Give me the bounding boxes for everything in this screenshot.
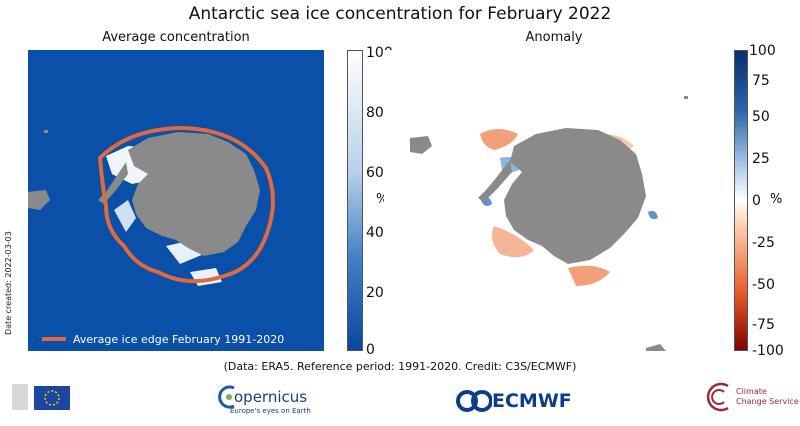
anomaly-tick: -50 [752,277,775,293]
ecmwf-wordmark: ECMWF [492,390,572,412]
south-america-land [28,190,50,210]
anomaly-tick: -25 [752,235,775,251]
concentration-tick: 20 [366,285,384,301]
ecmwf-emblem [456,390,492,412]
island [44,130,48,133]
anomaly-map [384,50,724,351]
concentration-colorbar [347,50,363,351]
left-panel-title: Average concentration [102,30,250,45]
average-ice-edge-line [97,125,275,284]
climate-change-service-emblem [706,382,729,412]
figure-title: Antarctic sea ice concentration for Febr… [188,4,612,24]
copernicus-wordmark: opernicus [234,388,308,406]
data-credit-footer: (Data: ERA5. Reference period: 1991-2020… [223,360,577,373]
climate-logo-line2: Change Service [736,397,799,406]
island [646,344,666,351]
anomaly-tick: -100 [752,343,784,359]
antarctica-land [128,132,260,256]
anomaly-tick: 75 [752,73,770,89]
european-commission-logo [12,384,70,410]
negative-anomaly-region [492,226,534,258]
anomaly-tick: 25 [752,151,770,167]
negative-anomaly-region [568,265,610,286]
antarctic-peninsula [478,160,512,202]
anomaly-tick: 0 [752,193,761,209]
concentration-tick: 0 [366,342,375,358]
negative-anomaly-region [480,129,518,150]
copernicus-emblem [218,385,235,409]
average-concentration-map [28,50,324,351]
concentration-tick: 80 [366,105,384,121]
date-created-note: Date created: 2022-03-03 [4,231,13,335]
anomaly-colorbar [734,50,748,351]
concentration-tick: 60 [366,165,384,181]
south-america-land [410,136,432,154]
climate-logo-line1: Climate [736,387,767,396]
legend-ice-edge-label: Average ice edge February 1991-2020 [73,333,285,346]
island [684,96,688,99]
antarctica-land [504,128,646,264]
sea-ice-patch [114,200,136,232]
anomaly-tick: -75 [752,317,775,333]
anomaly-tick: 50 [752,109,770,125]
right-panel-title: Anomaly [525,30,583,45]
anomaly-tick: 100 [749,43,776,59]
copernicus-tagline: Europe's eyes on Earth [230,407,311,415]
anomaly-unit: % [770,192,783,207]
positive-anomaly-region [648,210,658,220]
concentration-tick: 40 [366,225,384,241]
